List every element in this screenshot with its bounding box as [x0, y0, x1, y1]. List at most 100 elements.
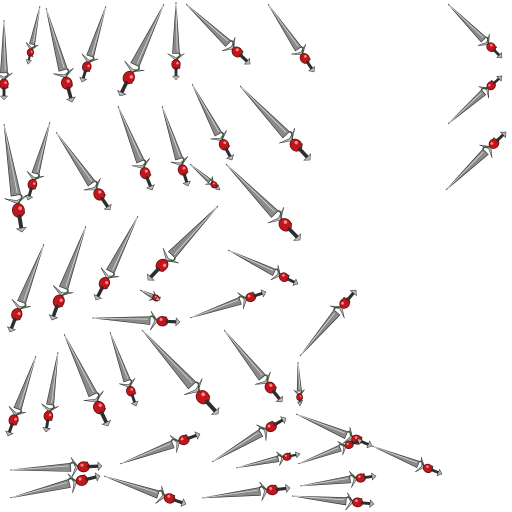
dagger-blade	[130, 3, 165, 68]
dagger-handle	[7, 422, 14, 435]
dagger-sprite	[299, 289, 357, 357]
dagger-handle	[204, 399, 219, 414]
dagger-handle	[130, 393, 137, 405]
dagger-blade-edge	[297, 363, 301, 390]
dagger-pommel	[496, 52, 503, 59]
dagger-pommel	[349, 289, 357, 297]
dagger-sprite	[93, 215, 139, 301]
dagger-gem-highlight	[284, 454, 287, 457]
dagger-blade-edge	[91, 7, 106, 55]
dagger-handle	[346, 290, 356, 302]
dagger-blade-edge	[174, 207, 217, 255]
dagger-sprite	[117, 3, 165, 97]
dagger-gem-highlight	[426, 465, 429, 468]
dagger-gem-highlight	[269, 487, 273, 490]
dagger-pommel	[5, 430, 14, 437]
dagger-sprite	[447, 75, 503, 125]
dagger-pommel	[48, 314, 59, 321]
dagger-blade-edge	[373, 446, 417, 464]
dagger-blade	[86, 5, 107, 58]
dagger-pommel	[130, 400, 139, 407]
dagger-sprite	[0, 19, 13, 101]
dagger-blade-edge	[191, 299, 238, 318]
dagger-pommel	[226, 154, 234, 161]
dagger-blade	[299, 475, 351, 487]
dagger-gem-highlight	[341, 301, 345, 305]
dagger-gem-highlight	[490, 44, 493, 47]
dagger-blade-edge	[299, 447, 339, 464]
dagger-pommel	[6, 326, 17, 333]
dagger-sprite	[91, 311, 181, 331]
dagger-gem-highlight	[294, 140, 298, 145]
dagger-blade-edge	[93, 317, 149, 320]
dagger-sprite	[5, 355, 37, 437]
dagger-blade-edge	[64, 335, 94, 393]
dagger-pommel	[215, 185, 221, 191]
dagger-gem-highlight	[17, 312, 21, 316]
dagger-pommel	[293, 233, 301, 241]
dagger-blade-edge	[112, 217, 138, 271]
dagger-sprite	[189, 289, 267, 319]
dagger-blade-edge	[191, 164, 210, 180]
dagger-blade-edge	[105, 476, 157, 493]
dagger-handle	[495, 132, 506, 142]
dagger-blade-edge	[56, 133, 93, 182]
dagger-sprite	[297, 438, 363, 465]
dagger-pommel	[303, 153, 311, 161]
dagger-blade	[103, 475, 160, 499]
dagger-handle	[286, 277, 297, 285]
dagger-blade-edge	[213, 432, 259, 462]
dagger-pommel	[25, 59, 32, 65]
dagger-blade	[31, 121, 51, 175]
dagger-handle	[172, 498, 185, 505]
dagger-blade	[201, 487, 261, 499]
dagger-gem-highlight	[30, 50, 33, 53]
dagger-gem-highlight	[129, 75, 133, 79]
dagger-pommel	[175, 317, 181, 327]
dagger-sprite	[63, 333, 111, 427]
dagger-sprite	[167, 1, 185, 81]
dagger-sprite	[109, 331, 139, 407]
dagger-sprite	[225, 163, 301, 241]
dagger-sprite	[25, 5, 41, 65]
dagger-gem-highlight	[98, 190, 102, 194]
dagger-handle	[95, 286, 104, 300]
dagger-gem-highlight	[346, 442, 349, 446]
dagger-gem-highlight	[80, 463, 84, 467]
dagger-gem-highlight	[48, 413, 52, 417]
dagger-blade-edge	[33, 7, 40, 43]
dagger-handle	[430, 468, 441, 475]
dagger-sprite	[9, 472, 101, 499]
dagger-handle	[27, 187, 33, 199]
dagger-blade	[13, 355, 37, 411]
dagger-handle	[148, 267, 160, 280]
dagger-blade	[172, 1, 180, 54]
dagger-pommel	[297, 401, 303, 407]
dagger-pommel	[94, 472, 101, 482]
dagger-handle	[360, 501, 373, 506]
dagger-blade	[9, 479, 71, 499]
dagger-handle	[182, 172, 189, 185]
dagger-blade-edge	[11, 482, 68, 498]
dagger-pommel	[15, 226, 27, 233]
dagger-pommel	[194, 431, 201, 440]
dagger-sprite	[41, 351, 59, 433]
dagger-gem-highlight	[4, 81, 7, 85]
dagger-sprite	[447, 3, 503, 59]
dagger-pommel	[25, 194, 34, 201]
dagger-sprite	[161, 105, 191, 187]
dagger-handle	[145, 176, 153, 189]
dagger-blade	[168, 205, 219, 259]
dagger-sprite	[147, 205, 219, 281]
dagger-pommel	[369, 499, 375, 508]
dagger-gem-highlight	[303, 55, 307, 58]
dagger-gem-highlight	[213, 182, 215, 185]
dagger-pommel	[103, 203, 112, 211]
dagger-blade-edge	[19, 357, 36, 408]
dagger-gem-highlight	[180, 437, 184, 441]
dagger-sprite	[211, 416, 287, 463]
dagger-handle	[492, 48, 502, 58]
dagger-blade-edge	[300, 312, 335, 355]
dagger-blade-edge	[3, 21, 6, 71]
